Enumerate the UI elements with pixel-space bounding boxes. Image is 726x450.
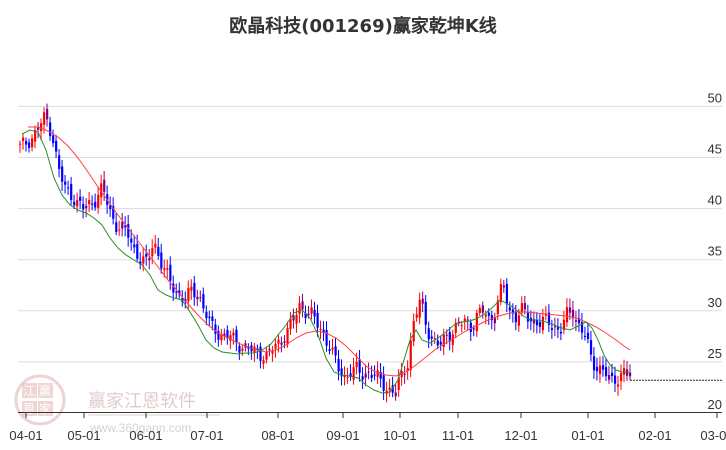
- x-tick-label: 06-01: [129, 428, 162, 443]
- watermark-name: 赢家江恩软件: [88, 390, 196, 412]
- y-tick-label: 35: [708, 244, 722, 259]
- x-tick-label: 04-01: [9, 428, 42, 443]
- ma-long-line: [28, 126, 631, 377]
- x-tick-label: 05-01: [67, 428, 100, 443]
- x-tick-label: 07-01: [190, 428, 223, 443]
- ma-short-line: [21, 129, 631, 394]
- x-axis: 04-01 05-01 06-01 07-01 08-01 09-01 10-01 11-01…: [9, 412, 726, 443]
- svg-text:恩: 恩: [23, 402, 35, 416]
- x-tick-label: 08-01: [261, 428, 294, 443]
- y-tick-label: 45: [708, 142, 722, 157]
- x-tick-label: 01-01: [571, 428, 604, 443]
- chart-title: 欧晶科技(001269)赢家乾坤K线: [229, 16, 497, 37]
- watermark-url: www.360gann.com: [89, 421, 191, 435]
- y-axis: 20 25 30 35 40 45 50: [18, 90, 722, 412]
- x-tick-label: 03-01: [700, 428, 726, 443]
- x-tick-label: 11-01: [442, 428, 474, 443]
- y-tick-label: 25: [708, 346, 722, 361]
- y-tick-label: 30: [708, 295, 722, 310]
- svg-text:家: 家: [39, 401, 51, 416]
- svg-text:江: 江: [23, 384, 35, 398]
- svg-text:赢: 赢: [39, 383, 51, 398]
- y-tick-label: 50: [708, 90, 722, 105]
- x-tick-label: 02-01: [638, 428, 671, 443]
- watermark: 江赢恩家 赢家江恩软件 www.360gann.com: [14, 374, 220, 435]
- x-tick-label: 12-01: [504, 428, 537, 443]
- x-tick-label: 10-01: [383, 428, 416, 443]
- candles: [19, 103, 632, 403]
- y-tick-label: 40: [708, 193, 722, 208]
- y-tick-label: 20: [708, 397, 722, 412]
- x-tick-label: 09-01: [326, 428, 359, 443]
